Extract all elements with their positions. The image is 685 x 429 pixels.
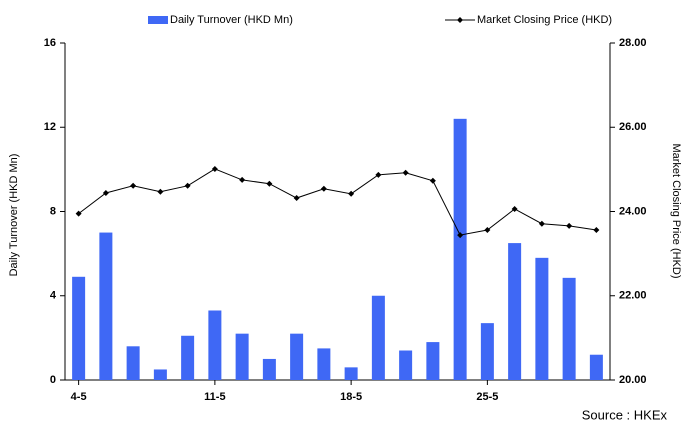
y2-tick-label: 28.00 (619, 37, 647, 49)
price-marker (157, 188, 164, 195)
legend-label: Market Closing Price (HKD) (477, 14, 612, 26)
bar (262, 358, 276, 380)
bar (99, 232, 113, 380)
legend-marker (457, 17, 463, 23)
price-marker (266, 180, 273, 187)
price-marker (293, 195, 300, 202)
y2-tick-label: 26.00 (619, 121, 647, 133)
y-tick-label: 16 (44, 37, 56, 49)
y-tick-label: 4 (50, 290, 57, 302)
bar (371, 295, 385, 380)
price-marker (402, 169, 409, 176)
legend-swatch (148, 16, 168, 24)
bar (344, 367, 358, 380)
x-tick-label: 4-5 (71, 391, 87, 403)
bar (208, 310, 222, 380)
price-marker (511, 205, 518, 212)
bar (317, 348, 331, 380)
price-marker (211, 165, 218, 172)
x-tick-label: 25-5 (476, 391, 498, 403)
bar (290, 333, 304, 380)
y-axis-title: Daily Turnover (HKD Mn) (8, 154, 20, 277)
price-marker (457, 232, 464, 239)
bar (589, 354, 603, 380)
y2-tick-label: 20.00 (619, 374, 647, 386)
price-marker (320, 185, 327, 192)
bar (399, 350, 413, 380)
bar (535, 257, 549, 380)
price-line (78, 168, 597, 236)
y2-tick-label: 24.00 (619, 205, 647, 217)
legend-label: Daily Turnover (HKD Mn) (170, 14, 293, 26)
price-marker (75, 210, 82, 217)
y-tick-label: 0 (50, 374, 56, 386)
source-note: Source : HKEx (582, 407, 668, 422)
y-tick-label: 12 (44, 121, 56, 133)
price-marker (102, 189, 109, 196)
bar (562, 277, 576, 380)
y-tick-label: 8 (50, 205, 56, 217)
price-marker (184, 182, 191, 189)
x-tick-label: 11-5 (204, 391, 225, 403)
price-marker (566, 222, 573, 229)
price-marker (484, 227, 491, 234)
y2-tick-label: 22.00 (619, 290, 647, 302)
price-marker (429, 177, 436, 184)
price-marker (593, 227, 600, 234)
bar (72, 276, 86, 380)
bar (235, 333, 249, 380)
bar (426, 342, 440, 380)
price-marker (130, 182, 137, 189)
x-tick-label: 18-5 (340, 391, 362, 403)
y2-axis-title: Market Closing Price (HKD) (670, 143, 682, 278)
price-marker (348, 190, 355, 197)
bar (508, 243, 522, 380)
price-marker (375, 171, 382, 178)
bar (153, 369, 167, 380)
bar (480, 323, 494, 380)
price-marker (239, 176, 246, 183)
bar (126, 346, 140, 380)
bar (453, 118, 467, 380)
bar (181, 335, 195, 380)
price-marker (538, 220, 545, 227)
